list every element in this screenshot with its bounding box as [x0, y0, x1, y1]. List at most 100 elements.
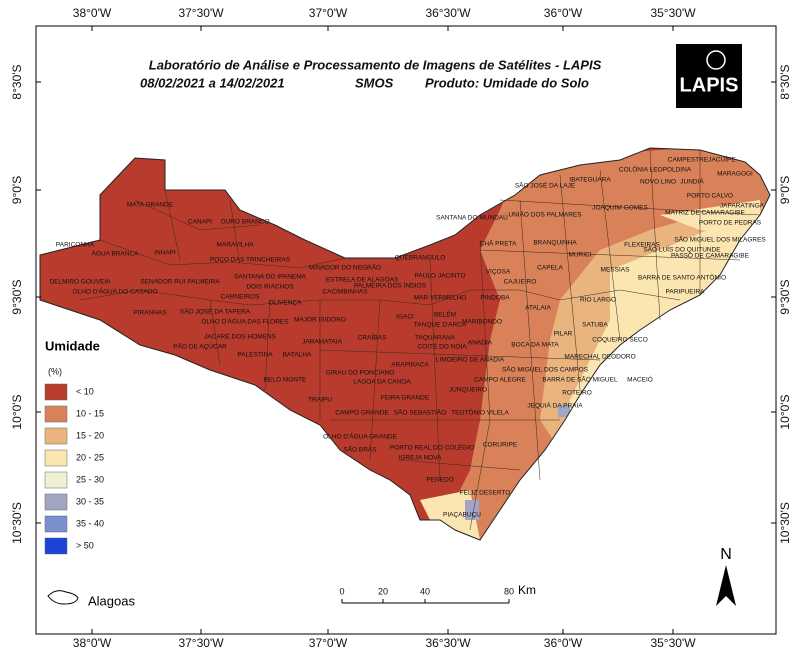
municipality-label: MATRIZ DE CAMARAGIBE	[665, 210, 745, 217]
municipality-label: LAGOA DA CANOA	[353, 379, 411, 386]
municipality-label: SENADOR RUI PALMEIRA	[140, 279, 220, 286]
municipality-label: PORTO CALVO	[687, 193, 733, 200]
municipality-label: TEOTÔNIO VILELA	[451, 408, 509, 417]
legend-swatch	[44, 537, 68, 555]
municipality-label: MAJOR ISIDORO	[294, 317, 346, 324]
state-outline	[39, 147, 771, 541]
scale-label: 80	[504, 586, 514, 596]
latitude-label: 10°30'S	[10, 502, 24, 544]
legend-label: 25 - 30	[76, 474, 104, 484]
municipality-label: INHAPI	[154, 250, 176, 257]
scale-label: 0	[339, 586, 344, 596]
logo-orbit	[706, 50, 726, 70]
municipality-label: DELMIRO GOUVEIA	[49, 279, 111, 286]
municipality-label: SÃO BRÁS	[343, 445, 377, 454]
municipality-label: CAMPO GRANDE	[335, 410, 389, 417]
municipality-label: FLEXEIRAS	[624, 242, 660, 249]
municipality-label: CHÃ PRETA	[480, 239, 517, 248]
longitude-label: 37°0'W	[309, 6, 348, 20]
municipality-label: MAR VERMELHO	[414, 295, 467, 302]
latitude-label: 9°0'S	[10, 176, 24, 204]
municipality-label: JARAMATAIA	[302, 339, 343, 346]
municipality-label: JEQUIÁ DA PRAIA	[527, 401, 583, 410]
municipality-label: BELÉM	[434, 310, 456, 319]
municipality-label: ANADIA	[468, 340, 493, 347]
municipality-label: TRAIPU	[308, 397, 332, 404]
municipality-label: SANTANA DO MUNDAÚ	[436, 213, 508, 222]
municipality-label: OLIVENÇA	[269, 300, 303, 307]
scale-label: 20	[378, 586, 388, 596]
latitude-label: 10°0'S	[10, 394, 24, 429]
municipality-label: BELO MONTE	[264, 377, 307, 384]
north-arrow	[716, 565, 736, 606]
legend-label: 20 - 25	[76, 452, 104, 462]
product: Produto: Umidade do Solo	[425, 75, 589, 90]
latitude-label: 9°30'S	[778, 279, 792, 314]
municipality-label: CORURIPE	[483, 442, 518, 449]
municipality-label: SÃO LUÍS DO QUITUNDE	[643, 245, 721, 254]
north-label: N	[720, 546, 732, 563]
municipality-label: ESTRELA DE ALAGOAS	[326, 277, 399, 284]
municipality-label: PARIPUEIRA	[666, 289, 706, 296]
municipality-label: POÇO DAS TRINCHEIRAS	[210, 257, 291, 264]
municipality-label: JACUÍPE	[708, 155, 736, 164]
municipality-label: PILAR	[554, 331, 573, 338]
legend-label: 30 - 35	[76, 496, 104, 506]
municipality-label: MARAVILHA	[216, 242, 254, 249]
legend-swatch	[44, 427, 68, 445]
municipality-label: COLÔNIA LEOPOLDINA	[619, 165, 692, 174]
municipality-label: PORTO DE PEDRAS	[699, 220, 762, 227]
municipality-label: PASSO DE CAMARAGIBE	[671, 253, 750, 260]
title: Laboratório de Análise e Processamento d…	[149, 57, 602, 72]
logo-text: LAPIS	[680, 74, 739, 96]
longitude-label: 36°0'W	[544, 6, 583, 20]
municipality-label: UNIÃO DOS PALMARES	[508, 210, 582, 219]
municipality-label: FEIRA GRANDE	[381, 395, 430, 402]
municipality-label: BARRA DE SÃO MIGUEL	[542, 375, 618, 384]
municipality-label: OLHO D'ÁGUA GRANDE	[323, 432, 398, 441]
municipality-label: ÁGUA BRANCA	[92, 249, 140, 258]
municipality-label: SÃO JOSÉ DA TAPERA	[180, 307, 251, 316]
municipality-label: QUEBRANGULO	[395, 255, 446, 262]
latitude-label: 8°30'S	[778, 64, 792, 99]
legend-unit: (%)	[48, 366, 62, 376]
municipality-label: MARECHAL DEODORO	[564, 354, 635, 361]
municipality-label: ATALAIA	[525, 305, 551, 312]
municipality-label: JAPARATINGA	[720, 203, 765, 210]
latitude-label: 10°30'S	[778, 502, 792, 544]
legend-swatch	[44, 493, 68, 511]
municipality-label: PALMEIRA DOS ÍNDIOS	[354, 281, 427, 290]
municipality-label: CAMPESTRE	[668, 157, 709, 164]
legend-swatch	[44, 383, 68, 401]
municipality-label: VIÇOSA	[486, 269, 511, 276]
municipality-label: PIAÇABUÇU	[443, 512, 481, 519]
legend-label: 10 - 15	[76, 408, 104, 418]
municipality-label: MARAGOGI	[717, 171, 753, 178]
municipality-label: COITÉ DO NÓIA	[417, 342, 467, 351]
municipality-label: DOIS RIACHOS	[246, 284, 294, 291]
municipality-label: OURO BRANCO	[220, 219, 269, 226]
municipality-label: PENEDO	[426, 477, 453, 484]
dates: 08/02/2021 a 14/02/2021	[140, 75, 285, 90]
latitude-label: 10°0'S	[778, 394, 792, 429]
municipality-label: JUNDIÁ	[680, 177, 704, 186]
legend-swatch	[44, 449, 68, 467]
municipality-label: PAULO JACINTO	[414, 273, 465, 280]
municipality-label: MACEIÓ	[627, 375, 653, 384]
municipality-label: TANQUE D'ARCA	[414, 322, 467, 329]
municipality-label: SÃO JOSÉ DA LAJE	[515, 181, 576, 190]
zone	[465, 500, 479, 520]
municipality-label: ROTEIRO	[562, 390, 592, 397]
municipality-label: PARICONHA	[56, 242, 95, 249]
scale-unit: Km	[518, 583, 536, 597]
municipality-label: CAPELA	[537, 265, 563, 272]
municipality-label: BOCA DA MATA	[511, 342, 559, 349]
longitude-label: 36°30'W	[425, 636, 471, 650]
municipality-label: SANTANA DO IPANEMA	[234, 274, 307, 281]
municipality-label: CANAPI	[188, 219, 212, 226]
municipality-label: PIRANHAS	[133, 310, 167, 317]
municipality-label: PALESTINA	[237, 352, 273, 359]
municipality-label: MURICI	[568, 252, 591, 259]
municipality-label: MESSIAS	[601, 267, 631, 274]
municipality-label: RIO LARGO	[580, 297, 616, 304]
